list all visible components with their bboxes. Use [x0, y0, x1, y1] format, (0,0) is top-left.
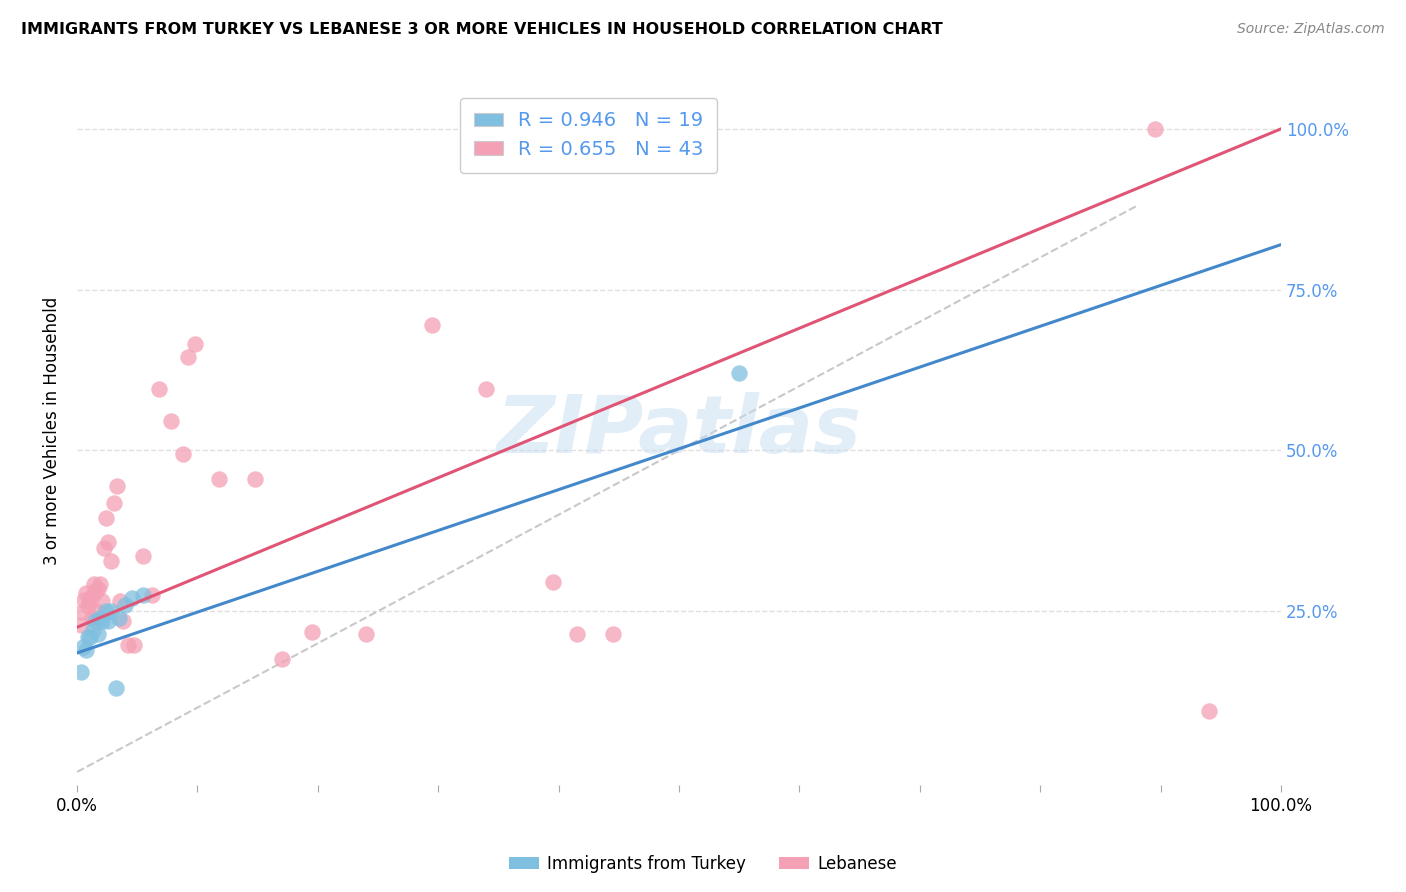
- Point: [121, 591, 143, 606]
- Point: [245, 472, 267, 486]
- Point: [110, 594, 132, 608]
- Point: [184, 337, 207, 351]
- Y-axis label: 3 or more Vehicles in Household: 3 or more Vehicles in Household: [44, 297, 60, 566]
- Point: [208, 472, 231, 486]
- Text: Source: ZipAtlas.com: Source: ZipAtlas.com: [1237, 22, 1385, 37]
- Point: [72, 640, 94, 654]
- Point: [82, 588, 104, 602]
- Point: [97, 614, 120, 628]
- Point: [94, 511, 117, 525]
- Point: [148, 382, 170, 396]
- Point: [86, 626, 108, 640]
- Point: [104, 681, 127, 696]
- Point: [541, 575, 564, 590]
- Point: [82, 624, 104, 638]
- Point: [132, 549, 155, 564]
- Point: [270, 652, 292, 666]
- Point: [141, 588, 163, 602]
- Point: [602, 626, 624, 640]
- Point: [77, 594, 100, 608]
- Point: [172, 447, 194, 461]
- Point: [105, 479, 128, 493]
- Text: IMMIGRANTS FROM TURKEY VS LEBANESE 3 OR MORE VEHICLES IN HOUSEHOLD CORRELATION C: IMMIGRANTS FROM TURKEY VS LEBANESE 3 OR …: [21, 22, 943, 37]
- Point: [111, 614, 134, 628]
- Point: [160, 414, 183, 428]
- Point: [75, 642, 97, 657]
- Point: [93, 541, 115, 555]
- Point: [1198, 704, 1220, 718]
- Point: [73, 592, 96, 607]
- Point: [117, 638, 139, 652]
- Point: [70, 606, 93, 620]
- Point: [565, 626, 588, 640]
- Point: [94, 604, 117, 618]
- Point: [77, 630, 100, 644]
- Point: [420, 318, 443, 332]
- Legend: R = 0.946   N = 19, R = 0.655   N = 43: R = 0.946 N = 19, R = 0.655 N = 43: [460, 98, 717, 173]
- Point: [177, 350, 200, 364]
- Point: [354, 626, 377, 640]
- Point: [122, 638, 145, 652]
- Point: [132, 588, 155, 602]
- Legend: Immigrants from Turkey, Lebanese: Immigrants from Turkey, Lebanese: [502, 848, 904, 880]
- Point: [75, 586, 97, 600]
- Point: [89, 610, 111, 624]
- Point: [301, 624, 323, 639]
- Point: [100, 604, 122, 618]
- Point: [100, 554, 122, 568]
- Point: [83, 577, 105, 591]
- Point: [84, 583, 107, 598]
- Point: [86, 582, 108, 596]
- Point: [114, 598, 136, 612]
- Point: [89, 577, 111, 591]
- Point: [728, 366, 751, 380]
- Point: [97, 534, 120, 549]
- Point: [103, 496, 125, 510]
- Text: ZIPatlas: ZIPatlas: [496, 392, 862, 470]
- Point: [69, 618, 91, 632]
- Point: [91, 594, 114, 608]
- Point: [69, 665, 91, 680]
- Point: [80, 610, 103, 624]
- Point: [1143, 121, 1166, 136]
- Point: [84, 614, 107, 628]
- Point: [79, 630, 101, 644]
- Point: [91, 614, 114, 628]
- Point: [77, 599, 100, 613]
- Point: [108, 610, 131, 624]
- Point: [475, 382, 498, 396]
- Point: [86, 604, 108, 618]
